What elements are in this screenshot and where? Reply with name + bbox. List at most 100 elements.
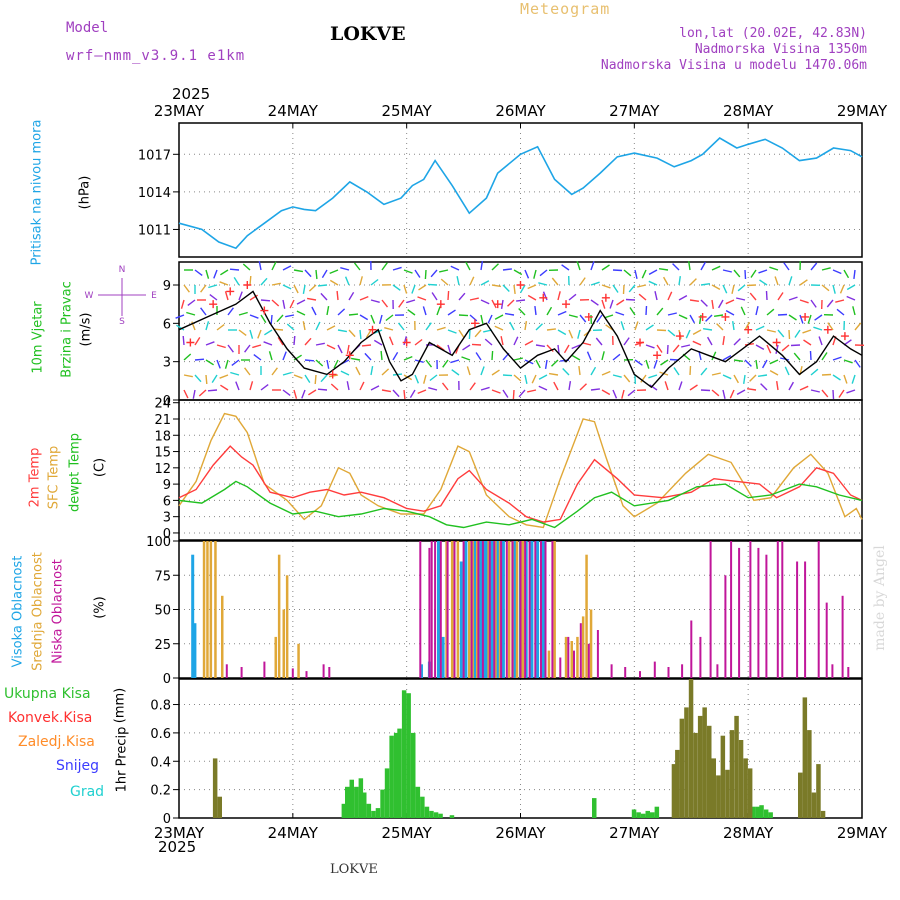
wind-barb [441, 382, 449, 391]
wind-barb [821, 373, 832, 376]
wind-label-2: Brzina i Pravac [59, 281, 75, 378]
cloud-bar [559, 657, 562, 678]
wind-barb [282, 389, 291, 396]
wind-barb [385, 314, 394, 322]
cloud-bar [446, 541, 449, 678]
wind-barb [729, 389, 735, 399]
wind-barb [424, 269, 427, 280]
wind-barb [813, 326, 823, 331]
wind-barb [539, 269, 548, 277]
wind-barb [500, 299, 504, 310]
wind-barb [205, 269, 210, 279]
wind-barb [579, 383, 587, 391]
wind-barb [750, 269, 757, 278]
wind-barb [381, 299, 389, 308]
wind-barb [568, 314, 578, 318]
wind-barb [788, 329, 791, 340]
cloud-bar [804, 561, 807, 678]
cloud-bar [519, 541, 522, 678]
wind-barb [722, 269, 732, 273]
wind-barb [447, 290, 450, 301]
wind-barb [513, 336, 519, 346]
pressure-unit: (hPa) [77, 175, 93, 210]
wind-barb [359, 276, 363, 286]
wind-barb [563, 344, 570, 354]
cloud-bar [690, 620, 693, 678]
precip-bar [702, 707, 707, 818]
wind-barb [403, 284, 408, 294]
wind-barb [348, 313, 359, 316]
cloud-bar [564, 636, 568, 678]
wind-barb [373, 339, 383, 346]
wind-barb [238, 311, 248, 316]
wind-barb [846, 295, 856, 301]
precip-bar [802, 697, 808, 818]
precip-bar [697, 715, 703, 818]
cloud-bar [282, 609, 285, 678]
wind-barb [205, 341, 215, 346]
wind-barb [799, 385, 809, 391]
precip-bar [798, 772, 803, 818]
wind-barb [662, 276, 669, 286]
wind-barb [293, 269, 304, 273]
wind-barb [293, 335, 296, 346]
wind-barb [231, 359, 240, 366]
precip-bar [371, 810, 376, 818]
wind-barb [271, 367, 278, 376]
cloud-bar [277, 554, 281, 678]
x-tick-label-bottom: 28MAY [723, 824, 774, 842]
wind-barb [733, 338, 741, 346]
wind-barb [480, 366, 485, 376]
cloud-bar [639, 671, 641, 678]
wind-barb [590, 281, 600, 286]
gust-marker [470, 319, 479, 328]
cloud-bar [209, 541, 213, 678]
model-label: Model [66, 20, 109, 36]
cloud-bar [524, 541, 527, 678]
wind-barb [198, 389, 207, 397]
wind-barb [722, 374, 732, 380]
wind-barb [253, 354, 262, 361]
wind-barb [306, 297, 317, 301]
wind-barb [667, 291, 673, 301]
wind-barb [843, 269, 850, 279]
wind-barb [746, 388, 757, 391]
wind-barb [711, 372, 721, 376]
cloud-bar [439, 541, 442, 678]
x-tick-label-bottom: 27MAY [609, 824, 660, 842]
wind-barb [766, 329, 776, 333]
precip-unit: (mm) [112, 687, 128, 724]
wind-barb [667, 329, 676, 337]
wind-barb [502, 374, 513, 377]
wind-barb [749, 374, 757, 382]
wind-barb [788, 314, 797, 321]
precip-bar [811, 792, 817, 818]
gust-marker [562, 300, 571, 309]
wind-barb [576, 261, 581, 271]
wind-barb [260, 384, 269, 391]
wind-barb [512, 389, 515, 400]
wind-barb [577, 329, 581, 339]
precip-bar [217, 796, 222, 818]
wind-barb [350, 357, 361, 361]
precip-bar [393, 732, 399, 818]
cloud-bar [653, 661, 656, 678]
cloud-bar [328, 667, 331, 678]
wind-barb [852, 306, 856, 316]
wind-barb [535, 323, 543, 331]
wind-barb [678, 275, 681, 286]
wind-barb [653, 359, 658, 369]
wind-barb [480, 280, 490, 286]
wind-barb [346, 344, 350, 355]
wind-barb [458, 314, 469, 317]
wind-barb [282, 299, 286, 309]
wind-barb [365, 329, 372, 339]
wind-barb [422, 306, 427, 316]
wind-barb [775, 344, 779, 354]
wind-barb [590, 388, 600, 391]
cloud-bar [757, 547, 760, 678]
wind-barb [826, 299, 834, 308]
cloud-bar [507, 541, 511, 678]
y-tick-label: 9 [163, 478, 171, 493]
wind-barb [447, 329, 457, 334]
